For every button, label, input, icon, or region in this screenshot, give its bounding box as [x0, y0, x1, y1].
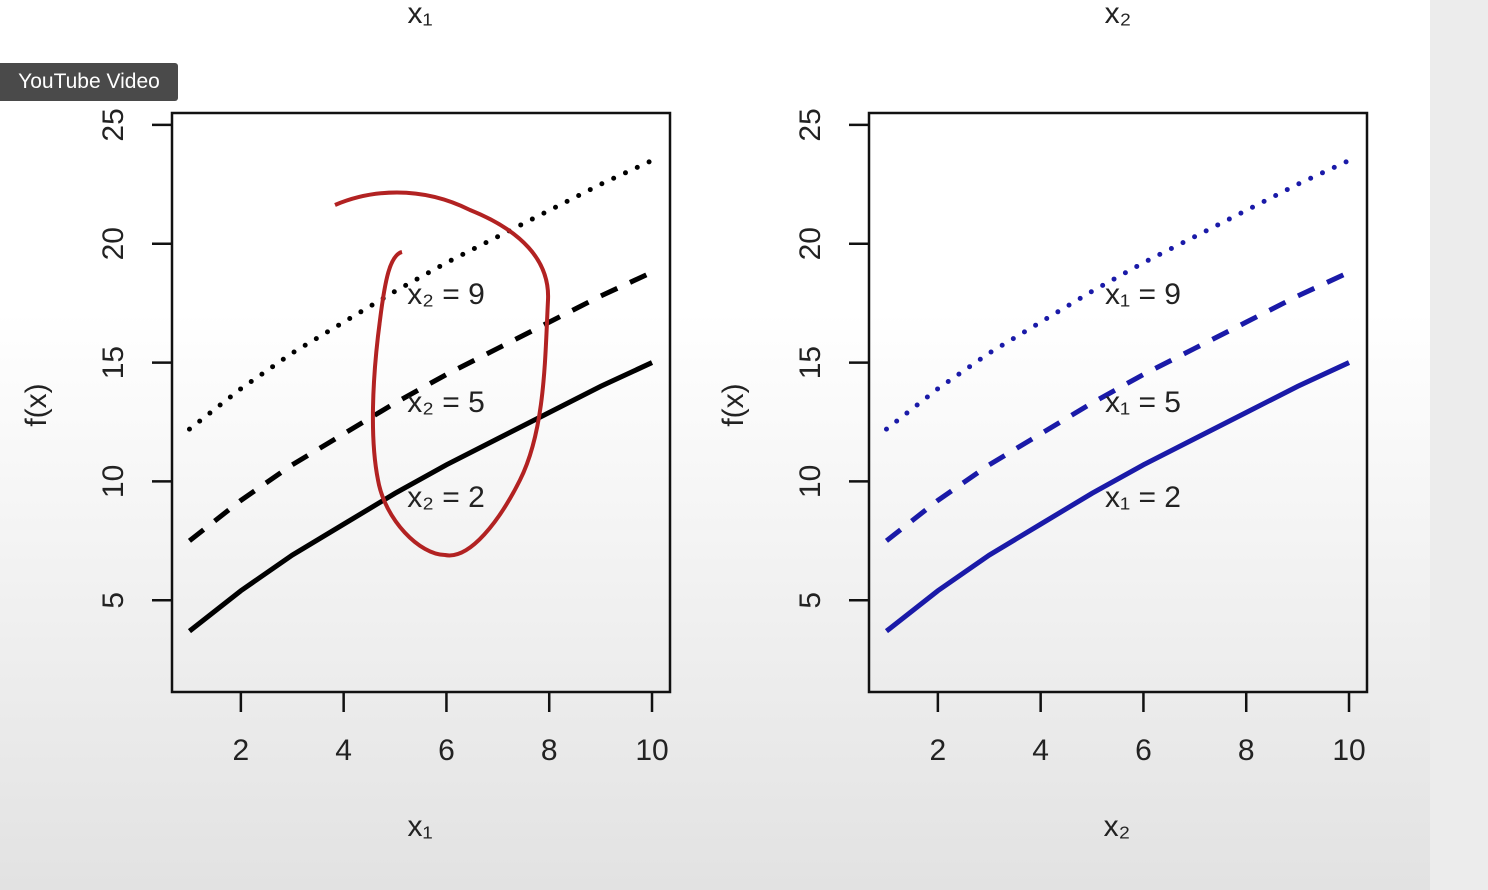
line-label: x₂ = 5 [407, 386, 485, 419]
y-tick-label: 10 [97, 465, 130, 498]
line-label: x₂ = 9 [407, 278, 485, 311]
series-line [187, 269, 654, 543]
side-strip [1430, 0, 1488, 890]
cut-label: x₂ [1105, 0, 1132, 30]
line-label: x₁ = 5 [1105, 386, 1181, 419]
y-axis-label: f(x) [20, 383, 53, 426]
x-tick-label: 8 [541, 734, 558, 767]
line-label: x₁ = 9 [1105, 278, 1181, 311]
x-tick-label: 4 [335, 734, 352, 767]
x-tick-label: 6 [1135, 734, 1152, 767]
x-tick-label: 6 [438, 734, 455, 767]
x-tick-label: 2 [233, 734, 250, 767]
x-tick-label: 8 [1238, 734, 1255, 767]
hand-drawn-circle [334, 190, 551, 558]
y-tick-label: 20 [97, 227, 130, 260]
line-label: x₂ = 2 [407, 481, 485, 514]
x-tick-label: 2 [930, 734, 947, 767]
x-tick-label: 10 [1332, 734, 1365, 767]
y-tick-label: 25 [794, 108, 827, 141]
y-tick-label: 15 [794, 346, 827, 379]
tooltip: YouTube Video [0, 63, 178, 101]
series-line [884, 360, 1351, 634]
plot-frame [170, 111, 672, 694]
x-axis-label: x₂ [1104, 810, 1131, 843]
line-label: x₁ = 2 [1105, 481, 1181, 514]
y-axis-label: f(x) [717, 383, 750, 426]
y-tick-label: 5 [794, 592, 827, 609]
plot-frame [867, 111, 1369, 694]
series-line [884, 269, 1351, 543]
series-line [187, 360, 654, 634]
cut-label: x₁ [407, 0, 432, 30]
y-tick-label: 20 [794, 227, 827, 260]
x-axis-label: x₁ [407, 810, 432, 843]
x-tick-label: 10 [635, 734, 668, 767]
y-tick-label: 5 [97, 592, 130, 609]
x-tick-label: 4 [1032, 734, 1049, 767]
y-tick-label: 25 [97, 108, 130, 141]
y-tick-label: 15 [97, 346, 130, 379]
y-tick-label: 10 [794, 465, 827, 498]
